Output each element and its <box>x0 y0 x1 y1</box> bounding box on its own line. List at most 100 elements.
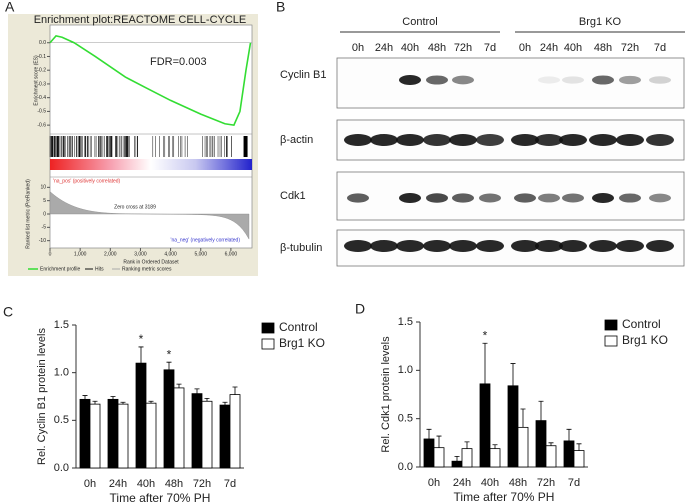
x-tick-label: 7d <box>224 478 236 490</box>
blot-band <box>538 76 560 84</box>
error-bar <box>148 400 154 404</box>
bar <box>489 448 501 468</box>
x-tick-label: 72h <box>193 478 211 490</box>
bar <box>461 448 473 468</box>
bar <box>135 362 147 469</box>
time-label: 7d <box>484 42 496 54</box>
bar <box>423 438 435 468</box>
significance: * <box>139 332 144 346</box>
y-tick-label: -0.6 <box>37 122 46 128</box>
blot-band <box>423 240 451 252</box>
bar <box>79 398 91 469</box>
y-tick-label: 1.5 <box>54 319 69 331</box>
legend-label: Ranking metric scores <box>122 266 172 272</box>
pos-label: 'na_pos' (positively correlated) <box>53 178 121 184</box>
y-tick-label: 0.0 <box>54 462 69 474</box>
y2-tick-label: 10 <box>40 185 46 191</box>
x-tick-label: 7d <box>568 477 580 489</box>
x-tick-label: 24h <box>109 478 127 490</box>
bar <box>451 460 463 468</box>
blot-band <box>426 75 448 85</box>
error-bar <box>576 443 582 451</box>
group-label: Control <box>402 16 437 28</box>
group-label: Brg1 KO <box>579 16 622 28</box>
annotation: FDR=0.003 <box>150 56 207 68</box>
x-tick-label: 24h <box>453 477 471 489</box>
bar <box>433 447 445 468</box>
blot-band <box>589 240 617 252</box>
bar <box>163 369 175 469</box>
bar <box>535 420 547 468</box>
x-tick-label: 0h <box>428 477 440 489</box>
panel-label: A <box>5 0 15 15</box>
time-label: 48h <box>428 42 446 54</box>
blot-band <box>535 240 563 252</box>
y-label: Enrichment score (ES) <box>33 55 39 106</box>
blot-band <box>452 193 474 203</box>
error-bar <box>520 408 526 428</box>
blot-band <box>399 75 421 85</box>
x-tick-label: 5,000 <box>194 251 207 257</box>
y2-tick-label: 5 <box>43 198 46 204</box>
bar <box>229 394 241 469</box>
blot-band <box>511 134 539 146</box>
legend-swatch <box>604 319 618 331</box>
rank-metric <box>49 191 250 240</box>
bar <box>107 398 119 469</box>
x-tick-label: 0 <box>49 251 52 257</box>
error-bar <box>464 441 470 449</box>
y-tick-label: 0.0 <box>39 40 46 46</box>
bar <box>517 426 529 468</box>
x-tick-label: 48h <box>509 477 527 489</box>
rank-bar <box>50 159 252 170</box>
y-tick-label: -0.4 <box>37 95 46 101</box>
y-tick-label: 0.0 <box>398 461 413 473</box>
bar <box>573 450 585 468</box>
y-label: Rel. Cyclin B1 protein levels <box>36 328 48 465</box>
blot-band <box>396 240 424 252</box>
protein-label: β-actin <box>280 134 313 146</box>
y-tick-label: 1.5 <box>398 316 413 328</box>
x-label: Rank in Ordered Dataset <box>123 259 179 265</box>
blot-band <box>449 134 477 146</box>
x-label: Time after 70% PH <box>110 491 211 503</box>
legend-swatch <box>261 338 275 350</box>
y-tick-label: -0.1 <box>37 54 46 60</box>
blot-band <box>562 76 584 84</box>
panel-label: B <box>276 0 285 15</box>
error-bar <box>222 401 228 406</box>
y2-tick-label: -5 <box>42 225 47 231</box>
bar <box>89 403 101 469</box>
blot-band <box>562 193 584 203</box>
y2-tick-label: 0 <box>43 211 46 217</box>
error-bar <box>92 400 98 405</box>
bar <box>219 404 231 469</box>
legend-label: Control <box>279 320 318 334</box>
time-label: 72h <box>621 42 639 54</box>
y-tick-label: 0.5 <box>54 414 69 426</box>
protein-label: Cyclin B1 <box>280 69 326 81</box>
x-tick-label: 40h <box>481 477 499 489</box>
y-label: Rel. Cdk1 protein levels <box>380 336 392 453</box>
blot-band <box>511 240 539 252</box>
bar <box>479 383 491 468</box>
blot-frame <box>336 57 685 109</box>
legend-label: Brg1 KO <box>622 333 668 347</box>
time-label: 24h <box>375 42 393 54</box>
x-tick-label: 72h <box>537 477 555 489</box>
y-tick-label: -0.2 <box>37 68 46 74</box>
zero-cross: Zero cross at 3189 <box>114 204 156 210</box>
blot-band <box>646 134 674 146</box>
error-bar <box>426 428 432 439</box>
chart-title: Enrichment plot:REACTOME CELL-CYCLE <box>34 14 247 26</box>
error-bar <box>566 428 572 441</box>
legend-label: Enrichment profile <box>40 266 81 272</box>
blot-band <box>616 134 644 146</box>
bar <box>117 403 129 469</box>
error-bar <box>538 400 544 421</box>
y-tick-label: 1.0 <box>398 364 413 376</box>
blot-band <box>370 240 398 252</box>
blot-band <box>514 193 536 203</box>
y-tick-label: -0.5 <box>37 109 46 115</box>
